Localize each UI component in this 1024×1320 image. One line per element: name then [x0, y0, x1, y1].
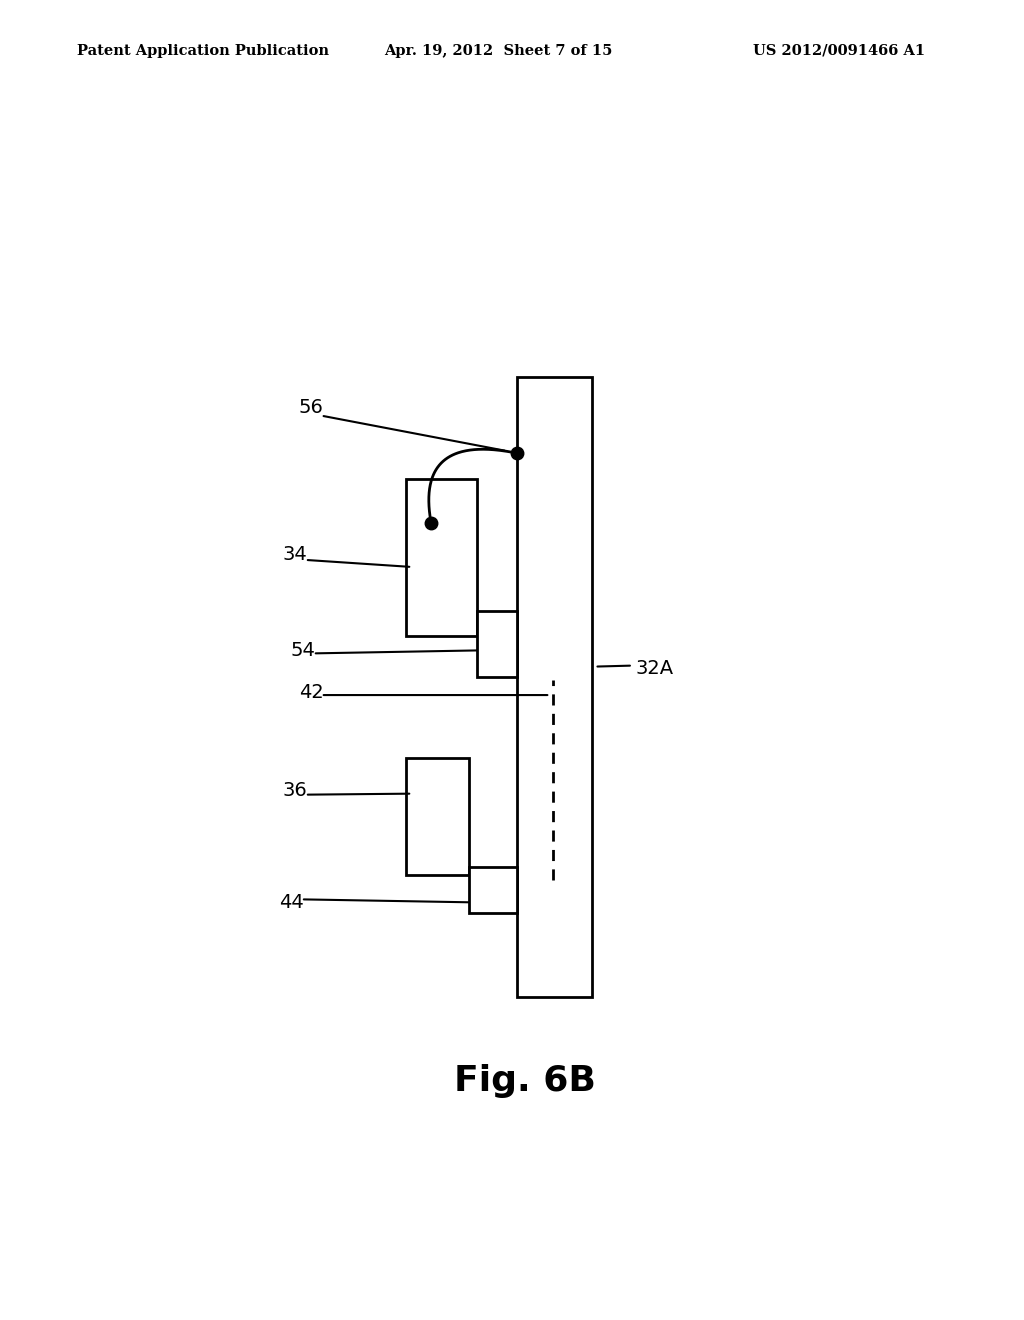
- Text: Fig. 6B: Fig. 6B: [454, 1064, 596, 1098]
- Text: 44: 44: [279, 892, 303, 912]
- Bar: [517, 378, 592, 997]
- Text: 54: 54: [291, 640, 315, 660]
- Bar: [406, 479, 477, 636]
- Bar: [477, 611, 517, 677]
- Text: 56: 56: [299, 397, 324, 417]
- Text: Patent Application Publication: Patent Application Publication: [77, 44, 329, 58]
- Text: 32A: 32A: [636, 659, 674, 678]
- Bar: [406, 758, 469, 875]
- Bar: [469, 867, 517, 912]
- Text: 34: 34: [283, 545, 307, 564]
- Text: Apr. 19, 2012  Sheet 7 of 15: Apr. 19, 2012 Sheet 7 of 15: [384, 44, 612, 58]
- Text: 36: 36: [283, 781, 307, 800]
- Text: 42: 42: [299, 682, 324, 701]
- Text: US 2012/0091466 A1: US 2012/0091466 A1: [753, 44, 925, 58]
